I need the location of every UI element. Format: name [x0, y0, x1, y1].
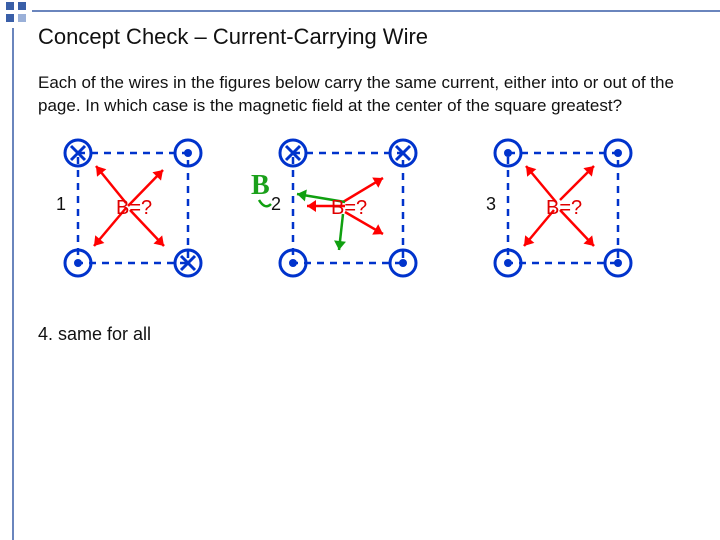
- svg-text:B=?: B=?: [116, 197, 152, 219]
- option-4: 4. same for all: [38, 324, 151, 345]
- diagram-row: 1B=?2B=?B3B=?: [38, 138, 698, 298]
- slide-title: Concept Check – Current-Carrying Wire: [38, 24, 698, 50]
- svg-text:B: B: [251, 170, 270, 201]
- option-number-1: 1: [56, 194, 66, 215]
- figure-3: 3B=?: [498, 138, 658, 268]
- figure-1: 1B=?: [68, 138, 228, 268]
- figure-2: 2B=?B: [283, 138, 443, 268]
- question-text: Each of the wires in the figures below c…: [38, 72, 698, 118]
- option-number-2: 2: [271, 194, 281, 215]
- svg-text:B=?: B=?: [331, 197, 367, 219]
- svg-text:B=?: B=?: [546, 197, 582, 219]
- option-number-3: 3: [486, 194, 496, 215]
